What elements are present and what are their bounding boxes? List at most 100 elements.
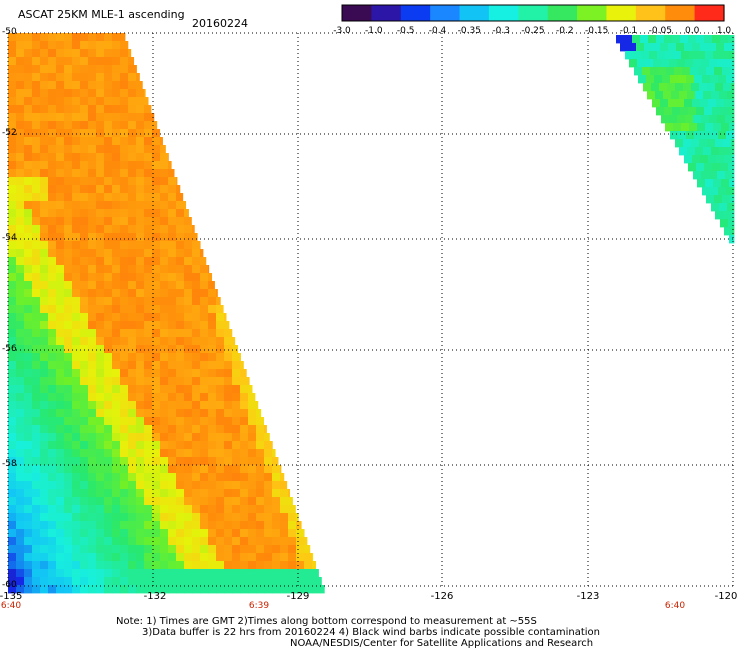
data-cell [8, 113, 17, 122]
data-cell [112, 561, 121, 570]
data-cell [8, 489, 17, 498]
data-cell [160, 465, 169, 474]
data-cell [224, 561, 233, 570]
data-cell [208, 305, 217, 314]
data-cell [264, 473, 273, 482]
data-cell [48, 465, 57, 474]
data-cell [80, 529, 89, 538]
data-cell [48, 313, 57, 322]
data-cell [700, 99, 709, 108]
data-cell [144, 345, 153, 354]
data-cell [104, 233, 113, 242]
data-cell [176, 505, 185, 514]
data-cell [224, 377, 233, 386]
data-cell [128, 409, 137, 418]
data-cell [32, 505, 41, 514]
data-cell [120, 433, 129, 442]
data-cell [96, 73, 105, 82]
data-cell [200, 457, 209, 466]
data-cell [120, 33, 126, 42]
data-cell [208, 289, 217, 298]
data-cell [112, 385, 121, 394]
data-cell [64, 537, 73, 546]
data-cell [56, 185, 65, 194]
data-cell [240, 569, 249, 578]
data-cell [96, 377, 105, 386]
data-cell [32, 433, 41, 442]
data-cell [240, 513, 249, 522]
data-cell [694, 131, 703, 140]
data-cell [280, 465, 282, 474]
data-cell [64, 513, 73, 522]
data-cell [160, 281, 169, 290]
data-cell [152, 129, 161, 138]
data-cell [64, 33, 73, 42]
data-cell [256, 425, 265, 434]
data-cell [256, 481, 265, 490]
data-cell [88, 289, 97, 298]
data-cell [232, 345, 239, 354]
data-cell [80, 105, 89, 114]
data-cell [280, 577, 289, 586]
data-cell [8, 393, 17, 402]
data-cell [152, 481, 161, 490]
data-cell [168, 177, 177, 186]
data-cell [40, 105, 49, 114]
data-cell [240, 441, 249, 450]
data-cell [731, 139, 735, 148]
data-cell [80, 65, 89, 74]
data-cell [128, 249, 137, 258]
data-cell [40, 249, 49, 258]
data-cell [32, 249, 41, 258]
data-cell [88, 185, 97, 194]
data-cell [248, 489, 257, 498]
data-cell [16, 57, 25, 66]
data-cell [288, 553, 297, 562]
data-cell [128, 385, 137, 394]
data-cell [104, 73, 113, 82]
data-cell [176, 305, 185, 314]
data-cell [72, 449, 81, 458]
data-cell [104, 65, 113, 74]
data-cell [40, 321, 49, 330]
data-cell [64, 97, 73, 106]
data-cell [96, 257, 105, 266]
data-cell [32, 569, 41, 578]
data-cell [240, 537, 249, 546]
data-cell [160, 233, 169, 242]
colorbar-label: 1.0 [716, 26, 732, 36]
data-cell [136, 529, 145, 538]
data-cell [168, 385, 177, 394]
data-cell [88, 441, 97, 450]
data-cell [56, 273, 65, 282]
data-cell [104, 193, 113, 202]
data-cell [96, 433, 105, 442]
data-cell [176, 433, 185, 442]
data-cell [96, 385, 105, 394]
data-cell [719, 147, 728, 156]
data-cell [176, 497, 185, 506]
data-cell [248, 473, 257, 482]
data-cell [660, 43, 669, 52]
data-cell [88, 561, 97, 570]
data-cell [104, 497, 113, 506]
data-cell [8, 353, 17, 362]
data-cell [112, 185, 121, 194]
data-cell [88, 105, 97, 114]
data-cell [32, 417, 41, 426]
data-cell [8, 257, 17, 266]
data-cell [120, 241, 129, 250]
data-cell [32, 561, 41, 570]
data-cell [272, 497, 281, 506]
data-cell [16, 145, 25, 154]
data-cell [64, 481, 73, 490]
data-cell [643, 83, 652, 92]
data-cell [240, 417, 249, 426]
data-cell [256, 433, 265, 442]
data-cell [104, 105, 113, 114]
data-cell [112, 161, 121, 170]
data-cell [683, 83, 692, 92]
data-cell [208, 569, 217, 578]
data-cell [120, 217, 129, 226]
data-cell [96, 217, 105, 226]
